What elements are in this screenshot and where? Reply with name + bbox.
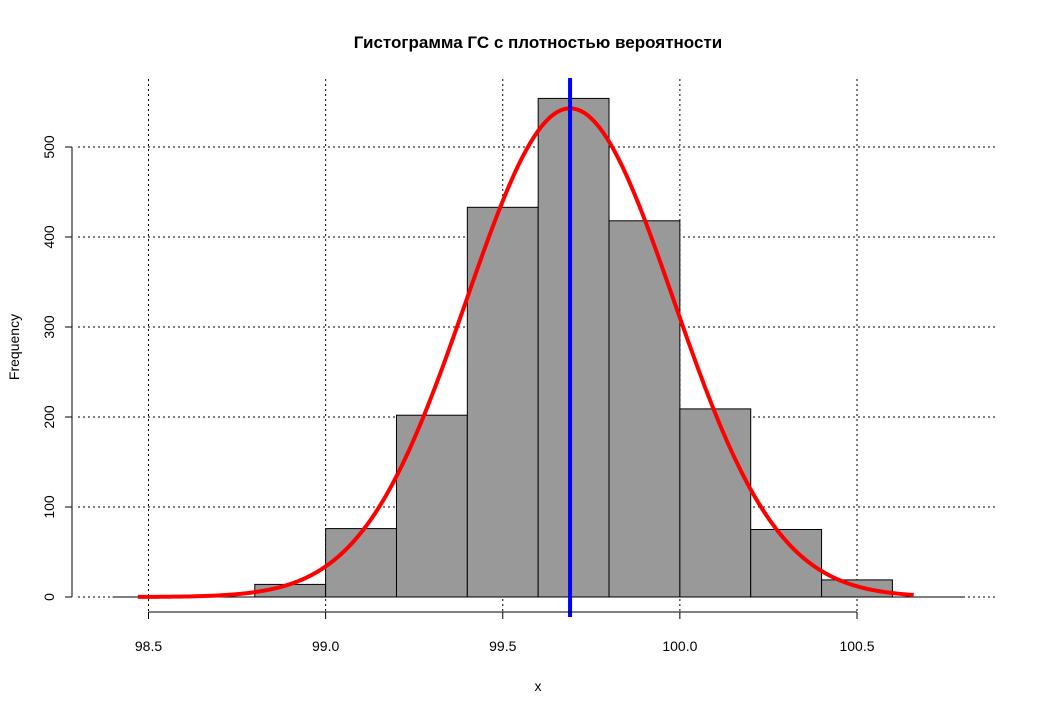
histogram-bars xyxy=(112,97,964,598)
x-axis: 98.5 99.0 99.5 100.0 100.5 xyxy=(135,611,875,654)
histogram-bar xyxy=(821,579,893,598)
y-tick-label: 300 xyxy=(41,315,57,339)
histogram-bar xyxy=(679,408,752,598)
y-tick-label: 500 xyxy=(41,135,57,159)
histogram-bar xyxy=(395,414,468,598)
y-tick-label: 400 xyxy=(41,225,57,249)
density-curve-group xyxy=(137,106,914,599)
y-tick-label: 100 xyxy=(41,495,57,519)
x-tick-label: 100.5 xyxy=(839,638,874,654)
y-axis: 0 100 200 300 400 500 xyxy=(41,135,73,601)
y-axis-label: Frequency xyxy=(6,314,22,380)
histogram-bar xyxy=(325,528,397,598)
histogram-bar xyxy=(608,220,681,598)
y-tick-label: 200 xyxy=(41,405,57,429)
x-tick-label: 99.5 xyxy=(489,638,516,654)
x-tick-label: 100.0 xyxy=(662,638,697,654)
x-tick-label: 98.5 xyxy=(135,638,162,654)
density-curve xyxy=(137,106,914,599)
histogram-bar xyxy=(466,206,539,598)
histogram-bar xyxy=(537,97,610,598)
chart-title: Гистограмма ГС с плотностью вероятности xyxy=(354,33,722,52)
x-axis-label: x xyxy=(535,678,542,694)
y-tick-label: 0 xyxy=(41,593,57,601)
x-tick-label: 99.0 xyxy=(312,638,339,654)
